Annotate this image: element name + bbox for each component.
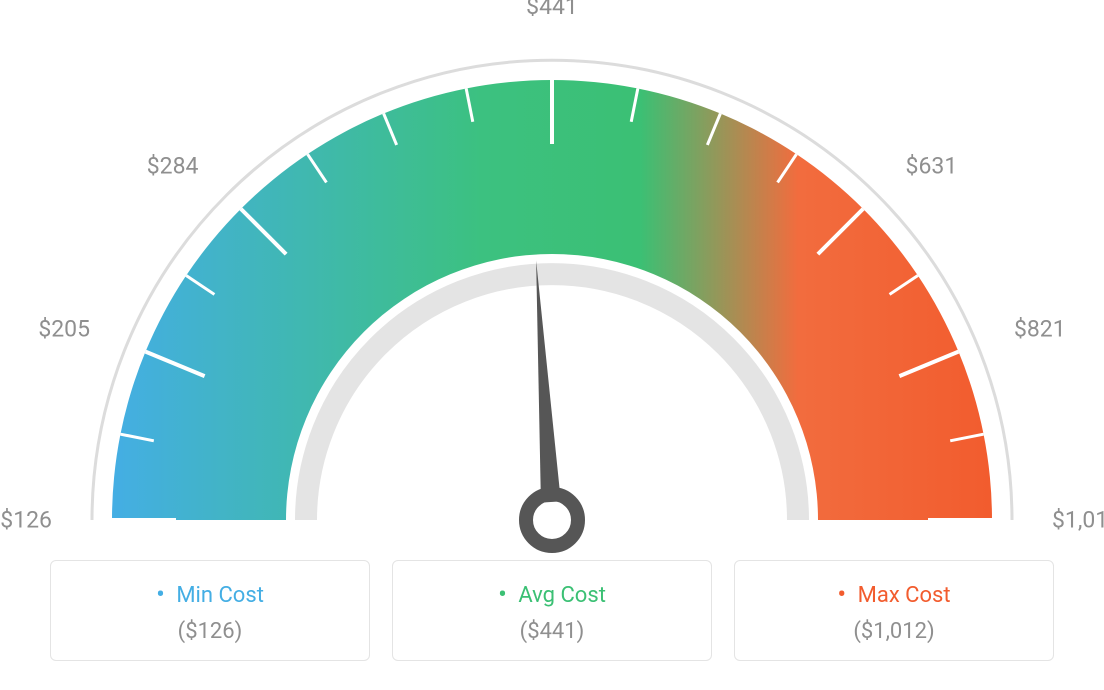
legend-title-min: • Min Cost [51, 579, 369, 609]
legend-card-avg: • Avg Cost ($441) [392, 560, 712, 661]
legend-card-max: • Max Cost ($1,012) [734, 560, 1054, 661]
dot-icon: • [837, 580, 846, 610]
gauge-tick-label: $441 [526, 0, 578, 20]
gauge-svg [0, 0, 1104, 560]
legend-label-min: Min Cost [176, 583, 264, 608]
legend-title-max: • Max Cost [735, 579, 1053, 609]
legend-card-min: • Min Cost ($126) [50, 560, 370, 661]
gauge-tick-label: $126 [0, 507, 52, 534]
gauge-tick-label: $631 [906, 153, 958, 180]
legend-title-avg: • Avg Cost [393, 579, 711, 609]
dot-icon: • [156, 580, 165, 610]
gauge-tick-label: $205 [38, 315, 90, 342]
cost-gauge: $126 $205 $284 $441 $631 $821 $1,012 [0, 0, 1104, 560]
gauge-tick-label: $1,012 [1052, 507, 1104, 534]
legend-value-min: ($126) [51, 619, 369, 644]
legend-label-avg: Avg Cost [518, 583, 606, 608]
legend-row: • Min Cost ($126) • Avg Cost ($441) • Ma… [0, 560, 1104, 661]
legend-label-max: Max Cost [858, 583, 951, 608]
gauge-tick-label: $821 [1014, 315, 1066, 342]
legend-value-avg: ($441) [393, 619, 711, 644]
legend-value-max: ($1,012) [735, 619, 1053, 644]
dot-icon: • [498, 580, 507, 610]
gauge-tick-label: $284 [147, 153, 199, 180]
